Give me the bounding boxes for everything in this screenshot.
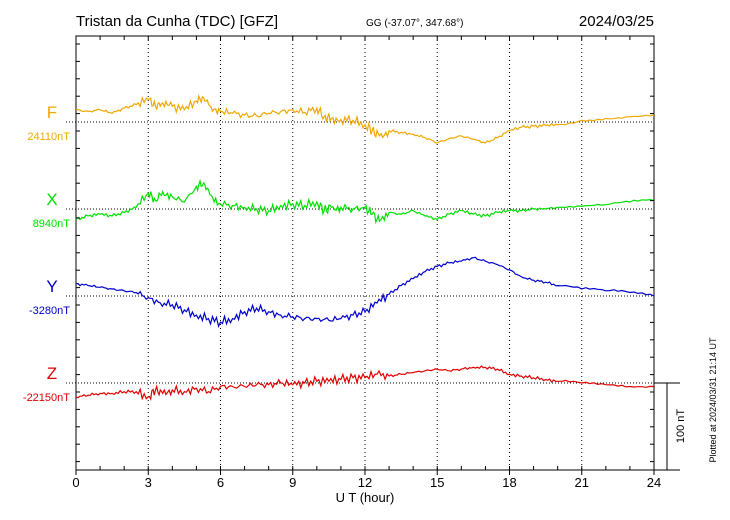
x-tick-label: 6 — [217, 475, 224, 490]
x-tick-label: 12 — [358, 475, 372, 490]
series-line-x — [75, 178, 655, 225]
series-group — [75, 94, 655, 401]
panel-labels: F 24110nT X 8940nT Y -3280nT Z -22150nT — [23, 103, 70, 404]
x-tick-label: 24 — [647, 475, 661, 490]
baseline-group — [66, 121, 654, 384]
panel-baseline-f: 24110nT — [27, 131, 70, 143]
series-line-f — [75, 94, 655, 144]
x-axis-ticks: 0 3 6 9 12 15 18 21 24 — [72, 36, 661, 490]
scale-bar: 100 nT — [654, 382, 687, 471]
panel-baseline-z: -22150nT — [23, 392, 70, 404]
series-line-z — [75, 365, 655, 401]
station-coords: GG (-37.07°, 347.68°) — [366, 18, 464, 29]
panel-label-z: Z — [47, 364, 57, 383]
series-line-y — [75, 256, 655, 328]
x-tick-label: 15 — [430, 475, 444, 490]
panel-baseline-x: 8940nT — [33, 218, 71, 230]
panel-label-x: X — [46, 190, 57, 209]
x-tick-label: 9 — [289, 475, 296, 490]
x-tick-label: 3 — [145, 475, 152, 490]
date-label: 2024/03/25 — [579, 13, 654, 30]
x-tick-label: 0 — [72, 475, 79, 490]
x-axis-label: U T (hour) — [336, 490, 395, 505]
x-tick-label: 21 — [575, 475, 589, 490]
panel-baseline-y: -3280nT — [29, 305, 70, 317]
x-tick-label: 18 — [502, 475, 516, 490]
panel-label-f: F — [47, 103, 57, 122]
scale-bar-label: 100 nT — [675, 409, 687, 444]
station-title: Tristan da Cunha (TDC) [GFZ] — [76, 13, 278, 30]
plot-grid — [147, 36, 583, 470]
panel-label-y: Y — [46, 277, 57, 296]
plotted-timestamp: Plotted at 2024/03/31 21:14 UT — [708, 337, 718, 463]
